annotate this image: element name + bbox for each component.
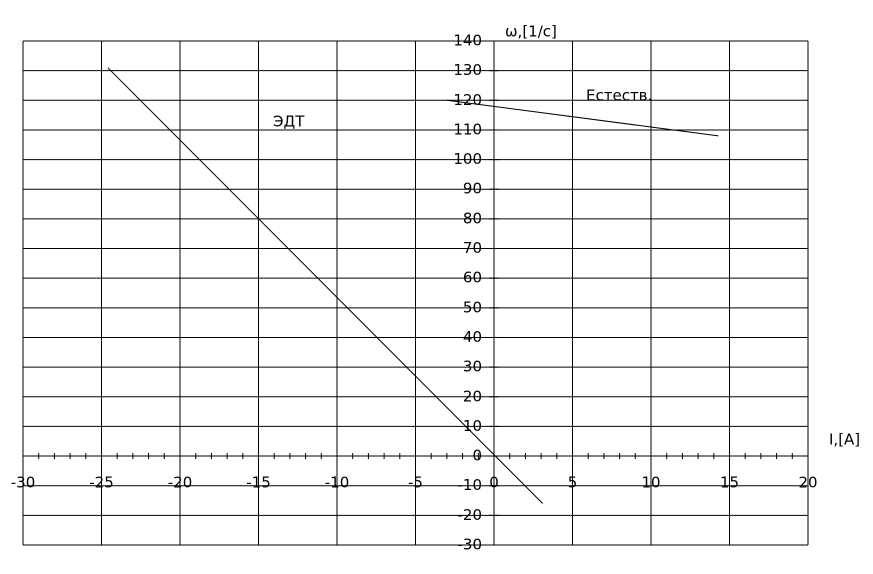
- y-tick-label: 110: [453, 120, 482, 138]
- x-tick-label: -15: [246, 474, 271, 492]
- x-tick-label: -5: [408, 474, 423, 492]
- y-tick-label: 30: [463, 358, 482, 376]
- y-tick-label: -10: [458, 476, 483, 494]
- x-tick-label: 20: [798, 474, 817, 492]
- series-label: Естеств.: [586, 87, 652, 105]
- y-tick-label: 60: [463, 269, 482, 287]
- series-line: [107, 67, 544, 504]
- x-tick-label: 15: [720, 474, 739, 492]
- y-tick-label: 10: [463, 417, 482, 435]
- y-tick-label: 120: [453, 91, 482, 109]
- y-tick-label: -30: [458, 536, 483, 554]
- x-tick-label: -10: [325, 474, 350, 492]
- x-tick-label: -20: [168, 474, 193, 492]
- y-tick-label: 140: [453, 32, 482, 50]
- x-tick-label: 10: [641, 474, 660, 492]
- x-tick-label: 5: [568, 474, 578, 492]
- series-label: ЭДТ: [273, 113, 305, 131]
- y-axis-label: ω,[1/c]: [505, 23, 557, 41]
- x-axis-label: I,[A]: [829, 431, 860, 449]
- y-tick-label: 50: [463, 298, 482, 316]
- y-tick-label: 90: [463, 180, 482, 198]
- series-line: [446, 99, 719, 137]
- y-tick-label: 100: [453, 150, 482, 168]
- y-tick-label: 40: [463, 328, 482, 346]
- x-tick-label: -30: [11, 474, 36, 492]
- y-tick-label: 20: [463, 387, 482, 405]
- y-tick-label: 130: [453, 61, 482, 79]
- x-tick-label: -25: [89, 474, 114, 492]
- y-tick-label: 70: [463, 239, 482, 257]
- y-tick-label: 80: [463, 209, 482, 227]
- y-tick-label: -20: [458, 506, 483, 524]
